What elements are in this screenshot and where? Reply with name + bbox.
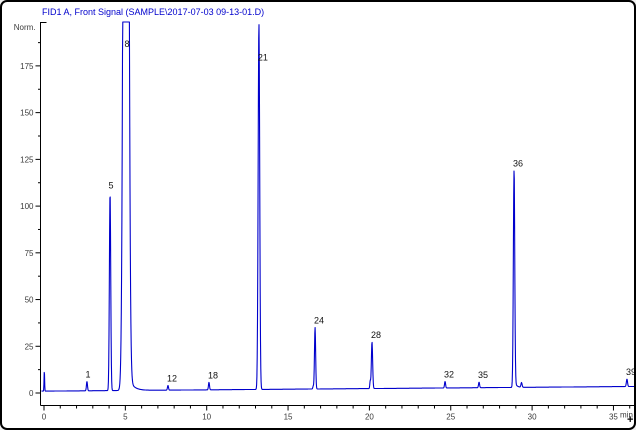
peak-label-24: 24 [314, 315, 324, 325]
y-tick-label: 150 [20, 109, 34, 118]
peak-label-12: 12 [167, 373, 177, 383]
y-tick-label: 25 [25, 342, 34, 351]
y-tick-label: 125 [20, 155, 34, 164]
x-tick-label: 35 [609, 413, 618, 422]
y-axis-unit-label: Norm. [14, 23, 36, 32]
chart-title: FID1 A, Front Signal (SAMPLE\2017-07-03 … [42, 7, 265, 17]
y-tick-label: 100 [20, 202, 34, 211]
peak-label-1: 1 [85, 369, 90, 379]
peak-label-18: 18 [208, 370, 218, 380]
x-tick-label: 25 [446, 413, 455, 422]
x-tick-label: 30 [528, 413, 537, 422]
peak-label-8: 8 [124, 39, 129, 49]
y-tick-label: 0 [29, 389, 34, 398]
x-axis-unit-label: min [620, 411, 633, 420]
y-tick-label: 50 [25, 296, 34, 305]
peak-label-39: 39 [626, 367, 634, 377]
peak-label-28: 28 [371, 330, 381, 340]
x-tick-label: 5 [123, 413, 128, 422]
x-tick-label: 10 [202, 413, 211, 422]
cursor-crosshair: + [627, 414, 634, 426]
x-tick-label: 15 [284, 413, 293, 422]
peak-label-5: 5 [109, 180, 114, 190]
peak-label-36: 36 [513, 159, 523, 169]
peak-label-32: 32 [444, 369, 454, 379]
x-tick-label: 0 [42, 413, 47, 422]
signal-trace [41, 21, 634, 392]
peak-label-35: 35 [478, 370, 488, 380]
y-tick-label: 175 [20, 62, 34, 71]
peak-label-21: 21 [258, 52, 268, 62]
y-tick-label: 75 [25, 249, 34, 258]
x-tick-label: 20 [365, 413, 374, 422]
